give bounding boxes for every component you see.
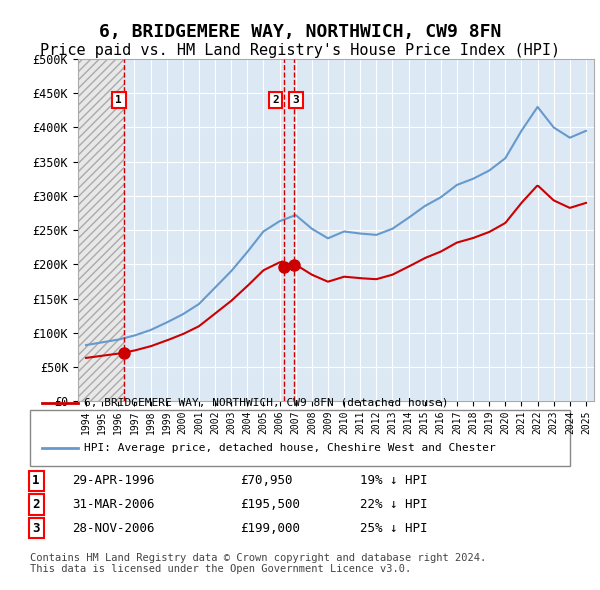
Text: 2: 2: [272, 95, 279, 105]
Text: 2: 2: [32, 498, 40, 511]
Text: Contains HM Land Registry data © Crown copyright and database right 2024.
This d: Contains HM Land Registry data © Crown c…: [30, 553, 486, 574]
Text: 6, BRIDGEMERE WAY, NORTHWICH, CW9 8FN: 6, BRIDGEMERE WAY, NORTHWICH, CW9 8FN: [99, 24, 501, 41]
Text: 28-NOV-2006: 28-NOV-2006: [72, 522, 155, 535]
Text: HPI: Average price, detached house, Cheshire West and Chester: HPI: Average price, detached house, Ches…: [84, 444, 496, 453]
Text: £199,000: £199,000: [240, 522, 300, 535]
Text: Price paid vs. HM Land Registry's House Price Index (HPI): Price paid vs. HM Land Registry's House …: [40, 42, 560, 58]
Text: 1: 1: [32, 474, 40, 487]
Text: 3: 3: [32, 522, 40, 535]
Text: 1: 1: [115, 95, 122, 105]
Text: 31-MAR-2006: 31-MAR-2006: [72, 498, 155, 511]
Text: 6, BRIDGEMERE WAY, NORTHWICH, CW9 8FN (detached house): 6, BRIDGEMERE WAY, NORTHWICH, CW9 8FN (d…: [84, 398, 449, 408]
Text: £195,500: £195,500: [240, 498, 300, 511]
Text: 25% ↓ HPI: 25% ↓ HPI: [360, 522, 427, 535]
Text: £70,950: £70,950: [240, 474, 293, 487]
Text: 3: 3: [293, 95, 299, 105]
Text: 22% ↓ HPI: 22% ↓ HPI: [360, 498, 427, 511]
Bar: [78, 59, 124, 401]
Text: 29-APR-1996: 29-APR-1996: [72, 474, 155, 487]
Text: 19% ↓ HPI: 19% ↓ HPI: [360, 474, 427, 487]
